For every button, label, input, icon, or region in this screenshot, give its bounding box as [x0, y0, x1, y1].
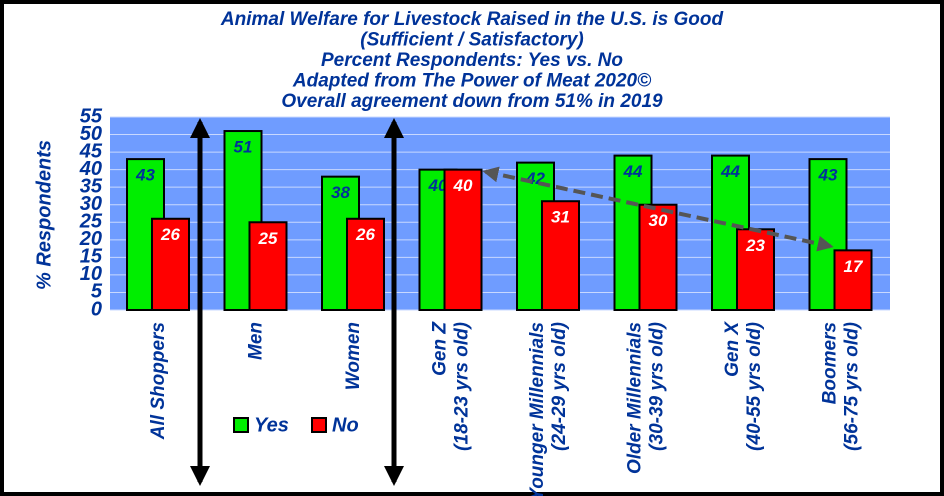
x-tick-label: Gen X [722, 321, 743, 377]
bar [833, 249, 873, 312]
value-label: 40 [428, 176, 448, 195]
bar [151, 217, 190, 312]
chart-title: Overall agreement down from 51% in 2019 [281, 91, 663, 112]
y-tick-label: 40 [79, 158, 102, 180]
bar [443, 168, 483, 311]
x-tick-label: Boomers [819, 322, 840, 404]
y-tick-label: 25 [79, 211, 103, 233]
value-label: 17 [844, 257, 864, 276]
value-label: 44 [623, 162, 643, 181]
legend-swatch [233, 417, 249, 433]
x-tick-label: Gen Z [429, 321, 450, 376]
value-label: 43 [135, 166, 155, 185]
y-tick-label: 55 [80, 105, 103, 127]
y-tick-label: 15 [80, 246, 103, 268]
y-tick-label: 50 [80, 123, 102, 145]
value-label: 43 [818, 166, 838, 185]
x-tick-label: (40-55 yrs old) [744, 322, 765, 451]
y-tick-label: 20 [79, 228, 102, 250]
x-tick-label: Younger Millennials [527, 322, 548, 496]
bar [248, 221, 288, 311]
y-tick-label: 5 [91, 281, 103, 303]
value-label: 51 [234, 138, 253, 157]
value-label: 23 [745, 236, 765, 255]
x-tick-label: Older Millennials [624, 322, 645, 474]
y-tick-label: 10 [80, 263, 102, 285]
chart-title: (Sufficient / Satisfactory) [360, 30, 583, 51]
x-tick-label: (18-23 yrs old) [451, 322, 472, 451]
value-label: 25 [258, 229, 278, 248]
value-label: 26 [355, 225, 375, 244]
x-tick-label: (56-75 yrs old) [841, 322, 862, 451]
value-label: 26 [160, 225, 180, 244]
value-label: 30 [649, 211, 668, 230]
legend-label: No [332, 414, 359, 436]
value-label: 38 [331, 183, 350, 202]
y-tick-label: 45 [79, 140, 103, 162]
x-tick-label: All Shoppers [148, 322, 169, 440]
value-label: 44 [720, 162, 740, 181]
bar [346, 217, 385, 312]
value-label: 40 [453, 176, 473, 195]
chart-title: Adapted from The Power of Meat 2020© [292, 71, 651, 92]
value-label: 31 [551, 208, 570, 227]
x-tick-label: (30-39 yrs old) [646, 322, 667, 451]
chart-title: Animal Welfare for Livestock Raised in t… [220, 9, 724, 30]
trend-arrow [482, 166, 834, 252]
legend-label: Yes [254, 414, 289, 436]
y-axis-label: % Respondents [33, 140, 55, 290]
legend-swatch [311, 417, 327, 433]
x-tick-label: (24-29 yrs old) [549, 322, 570, 451]
y-tick-label: 30 [80, 193, 102, 215]
x-tick-label: Women [343, 322, 364, 390]
y-tick-label: 35 [80, 175, 103, 197]
chart-title: Percent Respondents: Yes vs. No [321, 50, 623, 71]
x-tick-label: Men [245, 322, 266, 360]
y-tick-label: 0 [91, 298, 102, 320]
